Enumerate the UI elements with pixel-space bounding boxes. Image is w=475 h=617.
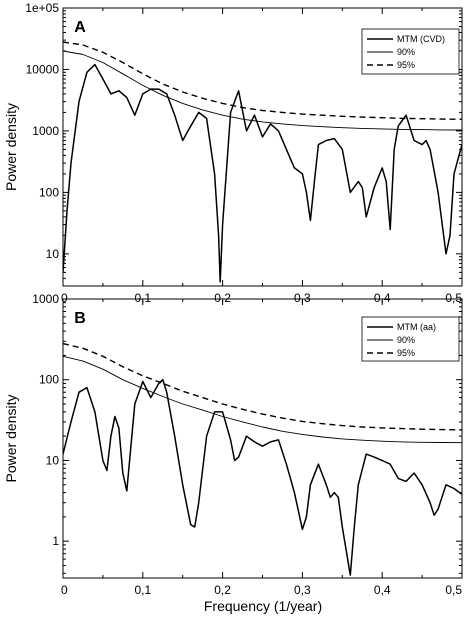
y-axis-title: Power density: [3, 395, 19, 483]
legend-label: 95%: [397, 348, 415, 358]
series-line-mtm-cvd: [63, 63, 462, 283]
x-tick-label: 0,3: [294, 583, 311, 597]
legend-label: MTM (aa): [397, 322, 436, 332]
y-tick-label: 10: [46, 453, 60, 467]
legend-label: 90%: [397, 47, 415, 57]
series-group: [63, 41, 462, 283]
y-axis-title: Power density: [3, 103, 19, 191]
y-tick-label: 1: [52, 534, 59, 548]
series-group: [63, 342, 462, 576]
x-tick-label: 0,1: [134, 583, 151, 597]
x-tick-label: 0,4: [374, 291, 391, 305]
legend: MTM (CVD) 90% 95%: [361, 28, 460, 75]
series-line-95: [63, 342, 462, 431]
x-tick-label: 0,3: [294, 291, 311, 305]
legend-label: 95%: [397, 60, 415, 70]
x-tick-label: 0,4: [374, 583, 391, 597]
y-tick-label: 1000: [32, 292, 59, 306]
x-tick-label: 0: [61, 583, 68, 597]
y-tick-label: 1000: [32, 124, 59, 138]
panel-label: B: [74, 310, 86, 327]
legend: MTM (aa) 90% 95%: [361, 316, 460, 362]
y-tick-label: 10: [46, 247, 60, 261]
x-tick-label: 0: [61, 291, 68, 305]
series-line-mtm-aa: [63, 378, 462, 576]
x-tick-label: 0,5: [445, 583, 462, 597]
panel-label: A: [74, 19, 86, 36]
series-line-95: [63, 41, 462, 120]
y-axis: 10 100 1000 10000 1e+05: [25, 1, 462, 287]
x-tick-label: 0,5: [445, 291, 462, 305]
x-axis: 0 0,1 0,2 0,3 0,4 0,5: [61, 299, 463, 597]
panel-a: 10 100 1000 10000 1e+05 0 0,1 0,2 0,3 0,4 0,5 Power…: [3, 1, 463, 305]
x-axis: 0 0,1 0,2 0,3 0,4 0,5: [61, 8, 463, 305]
legend-label: 90%: [397, 335, 415, 345]
series-line-90: [63, 355, 462, 444]
x-tick-label: 0,2: [214, 291, 231, 305]
legend-box: [361, 28, 460, 75]
y-tick-label: 100: [39, 185, 59, 199]
y-tick-label: 1e+05: [25, 1, 59, 15]
x-tick-label: 0,1: [134, 291, 151, 305]
series-line-90: [63, 50, 462, 131]
y-axis: 1 10 100 1000: [32, 292, 462, 574]
y-tick-label: 100: [39, 373, 59, 387]
x-tick-label: 0,2: [214, 583, 231, 597]
x-axis-title: Frequency (1/year): [204, 598, 322, 614]
legend-label: MTM (CVD): [397, 34, 445, 44]
y-tick-label: 10000: [26, 62, 60, 76]
